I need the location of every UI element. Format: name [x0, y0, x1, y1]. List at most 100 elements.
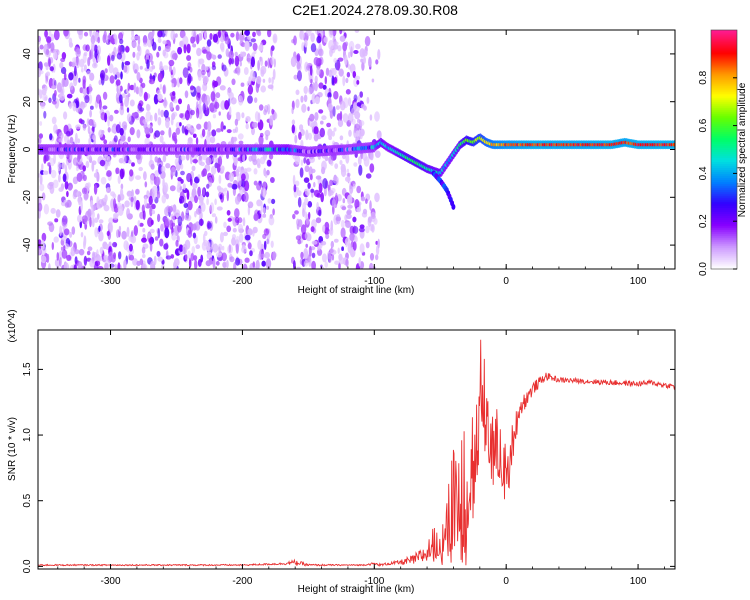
- colorbar-cell: [711, 73, 737, 77]
- spectrogram-noise-cell: [294, 134, 298, 144]
- colorbar-cell: [711, 95, 737, 99]
- spectrogram-noise-cell: [262, 181, 267, 189]
- spectrogram-noise-cell: [194, 211, 197, 218]
- colorbar-cell: [711, 185, 737, 188]
- spectrogram-noise-cell: [310, 226, 315, 233]
- spectrogram-noise-cell: [253, 168, 258, 175]
- spectrogram-noise-cell: [227, 182, 233, 188]
- spectrogram-noise-cell: [38, 88, 41, 96]
- spectrogram-noise-cell: [170, 78, 176, 84]
- spectrogram-noise-cell: [156, 190, 161, 199]
- spectrogram-noise-cell: [41, 255, 47, 264]
- spectrogram-noise-cell: [342, 113, 349, 123]
- spectrogram-noise-cell: [77, 214, 82, 223]
- spectrogram-noise-cell: [352, 241, 357, 251]
- spectrogram-noise-cell: [226, 225, 232, 233]
- spectrogram-noise-cell: [211, 213, 216, 218]
- colorbar-cell: [711, 155, 737, 159]
- spectrogram-noise-cell: [257, 112, 261, 123]
- spectrogram-noise-cell: [334, 163, 339, 170]
- spectrogram-noise-cell: [235, 257, 241, 266]
- spectrogram-noise-cell: [121, 93, 127, 99]
- spectrogram-noise-cell: [83, 31, 89, 37]
- spectrogram-noise-cell: [314, 96, 320, 105]
- spectrogram-noise-cell: [190, 252, 194, 261]
- spectrogram-noise-cell: [160, 109, 165, 118]
- spectrogram-noise-cell: [98, 99, 102, 110]
- spectrogram-noise-cell: [292, 213, 296, 220]
- spectrogram-noise-cell: [76, 190, 82, 198]
- spectrogram-noise-cell: [247, 35, 252, 40]
- spectrogram-noise-cell: [73, 264, 77, 269]
- spectrogram-noise-cell: [292, 174, 296, 186]
- colorbar-cell: [711, 123, 737, 127]
- spectrogram-noise-cell: [141, 246, 146, 254]
- spectrogram-noise-cell: [147, 31, 154, 41]
- spectrogram-noise-cell: [192, 159, 198, 164]
- spectrogram-noise-cell: [316, 201, 319, 211]
- spectrogram-noise-cell: [41, 232, 47, 242]
- spectrogram-noise-cell: [47, 221, 53, 226]
- spectrogram-noise-cell: [303, 85, 308, 95]
- spectrogram-noise-cell: [126, 208, 131, 219]
- colorbar-cell: [711, 109, 737, 113]
- spectrogram-noise-cell: [316, 67, 321, 76]
- spectrogram-noise-cell: [256, 76, 262, 85]
- spectrogram-noise-cell: [233, 69, 238, 74]
- spectrogram-noise-cell: [322, 253, 327, 263]
- spectrogram-noise-cell: [51, 116, 57, 125]
- colorbar-cell: [711, 99, 737, 103]
- spectrogram-noise-cell: [157, 45, 162, 52]
- spectrogram-noise-cell: [212, 258, 216, 269]
- spectrogram-noise-cell: [315, 217, 322, 224]
- spectrogram-noise-cell: [358, 257, 362, 267]
- spectrogram-noise-cell: [78, 77, 81, 83]
- spectrogram-noise-cell: [347, 194, 353, 203]
- spectrogram-noise-cell: [211, 79, 216, 89]
- spectrogram-noise-cell: [187, 62, 192, 70]
- colorbar-cell: [711, 227, 737, 230]
- spectrogram-noise-cell: [101, 130, 105, 135]
- spectrogram-noise-cell: [106, 170, 112, 177]
- spectrogram-noise-cell: [186, 55, 192, 61]
- spectrogram-noise-cell: [148, 78, 155, 85]
- spectrogram-noise-cell: [322, 84, 327, 90]
- spectrogram-noise-cell: [202, 49, 208, 54]
- colorbar-tick-label: 0.6: [698, 118, 709, 132]
- spectrogram-noise-cell: [237, 133, 244, 140]
- spectrogram-noise-cell: [360, 58, 364, 63]
- spectrogram-noise-cell: [202, 102, 206, 114]
- spectrogram-noise-cell: [142, 118, 148, 125]
- spectrogram-noise-cell: [142, 35, 148, 45]
- spectrogram-noise-cell: [247, 85, 254, 95]
- spectrogram-noise-cell: [76, 172, 83, 182]
- spectrogram-noise-cell: [65, 130, 71, 137]
- spectrogram-noise-cell: [197, 92, 201, 98]
- spectrogram-noise-cell: [256, 182, 262, 191]
- spectrogram-noise-cell: [89, 30, 92, 37]
- colorbar-cell: [711, 41, 737, 45]
- spectrogram-noise-cell: [231, 57, 234, 65]
- snr-frame: [37, 329, 676, 570]
- spectrogram-noise-cell: [272, 68, 276, 80]
- colorbar-cell: [711, 255, 737, 258]
- spectrogram-noise-cell: [270, 56, 274, 66]
- spectrogram-noise-cell: [92, 54, 95, 63]
- spectrogram-noise-cell: [375, 240, 379, 245]
- spectrogram-noise-cell: [93, 261, 99, 269]
- spectrogram-noise-cell: [38, 247, 41, 256]
- spectrogram-noise-cell: [219, 232, 224, 243]
- spectrogram-noise-cell: [99, 159, 106, 167]
- spectrogram-noise-cell: [254, 97, 258, 103]
- spectrogram-noise-cell: [174, 209, 181, 218]
- spectrogram-noise-cell: [313, 181, 316, 188]
- spectrogram-noise-cell: [247, 228, 253, 236]
- spectrogram-noise-cell: [200, 218, 203, 227]
- spectrogram-noise-cell: [345, 153, 350, 164]
- spectrogram-noise-cell: [264, 60, 268, 67]
- colorbar-cell: [711, 69, 737, 73]
- spectrogram-noise-cell: [293, 184, 297, 193]
- spectrogram-noise-cell: [314, 75, 318, 84]
- spectrogram-noise-cell: [266, 237, 270, 245]
- spectrogram-noise-cell: [332, 176, 339, 184]
